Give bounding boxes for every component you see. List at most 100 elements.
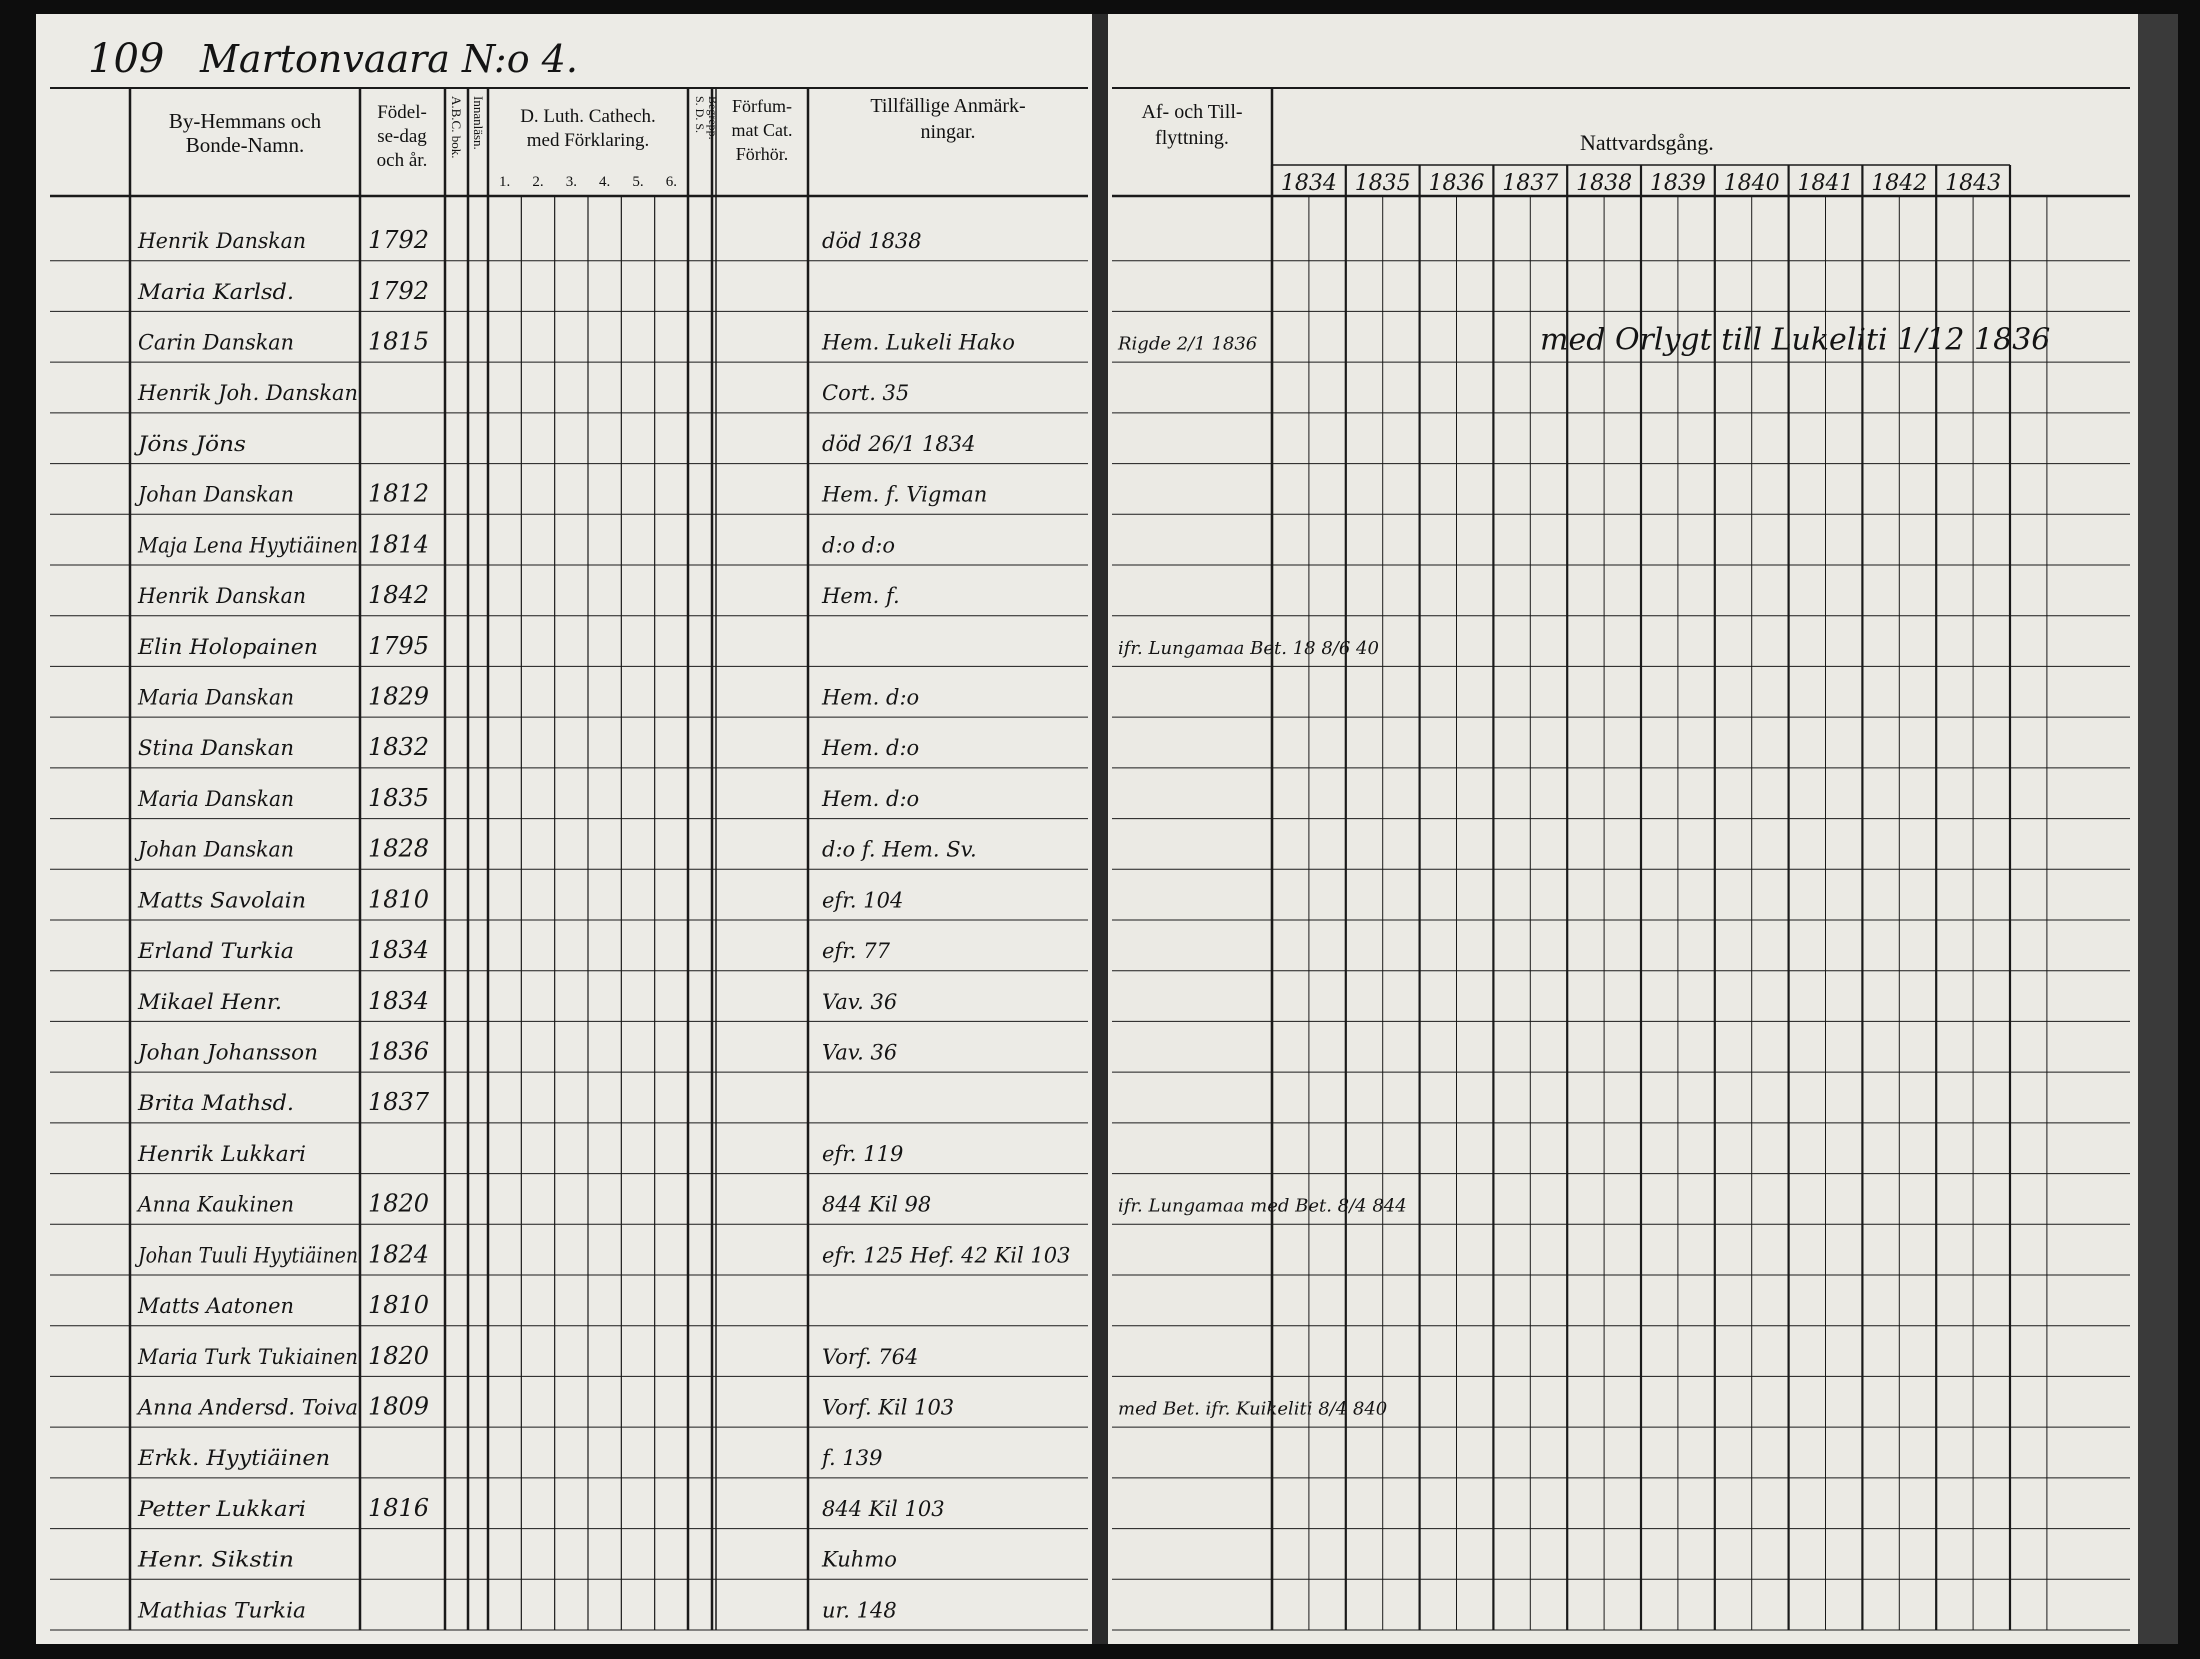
- remark: d:o f. Hem. Sv.: [822, 838, 977, 862]
- birth-year: 1810: [368, 1291, 429, 1319]
- catechism-number: 5.: [632, 174, 643, 190]
- remark: Vorf. 764: [822, 1345, 918, 1369]
- right-page: [1104, 14, 2138, 1644]
- remark: Hem. Lukeli Hako: [821, 330, 1015, 354]
- remark: Hem. d:o: [821, 685, 919, 709]
- annotation: med Orlygt till Lukeliti 1/12 1836: [1540, 322, 2050, 357]
- person-name: Matts Aatonen: [137, 1294, 294, 1318]
- person-name: Henrik Danskan: [137, 584, 306, 608]
- column-header: Af- och Till-: [1141, 101, 1242, 123]
- ruling: [50, 87, 2130, 1631]
- year-label: 1838: [1576, 171, 1632, 196]
- remark: död 1838: [822, 229, 922, 253]
- catechism-number: 3.: [566, 174, 577, 190]
- person-name: Petter Lukkari: [137, 1497, 306, 1521]
- year-label: 1837: [1502, 171, 1558, 196]
- page-number: 109: [88, 36, 164, 82]
- birth-year: 1837: [368, 1088, 430, 1116]
- remark: efr. 104: [822, 888, 903, 912]
- birth-year: 1829: [368, 682, 429, 710]
- remark: Vav. 36: [822, 1040, 897, 1064]
- column-header: flyttning.: [1155, 127, 1229, 149]
- column-header: Innanläsn.: [471, 96, 486, 150]
- birth-year: 1809: [368, 1392, 429, 1420]
- person-name: Johan Tuuli Hyytiäinen: [134, 1243, 358, 1267]
- birth-year: 1795: [368, 632, 429, 660]
- page-edge: [2138, 14, 2178, 1644]
- person-name: Brita Mathsd.: [137, 1091, 294, 1115]
- birth-year: 1820: [368, 1342, 429, 1370]
- birth-year: 1812: [368, 480, 429, 508]
- remark: 844 Kil 103: [822, 1497, 945, 1521]
- person-name: Anna Andersd. Toiva: [136, 1395, 358, 1419]
- column-header: Förhör.: [736, 144, 789, 164]
- column-header: D. Luth. Cathech.: [520, 106, 656, 127]
- person-name: Maria Turk Tukiainen: [137, 1345, 358, 1369]
- column-header: med Förklaring.: [527, 130, 649, 151]
- column-header: A.B.C. bok.: [449, 96, 464, 158]
- remark: Kuhmo: [821, 1548, 897, 1572]
- parish-title: Martonvaara N:o 4.: [199, 37, 578, 81]
- moving-note: med Bet. ifr. Kuikeliti 8/4 840: [1118, 1398, 1387, 1419]
- year-label: 1843: [1945, 171, 2001, 196]
- birth-year: 1828: [368, 835, 429, 863]
- birth-year: 1832: [368, 733, 429, 761]
- remark: Vorf. Kil 103: [822, 1395, 954, 1419]
- person-name: Carin Danskan: [138, 330, 294, 354]
- column-header: Begrepp.: [706, 96, 720, 140]
- column-header: Bonde-Namn.: [186, 133, 304, 157]
- communion-header: Nattvardsgång.: [1580, 130, 1714, 155]
- remark: 844 Kil 98: [822, 1193, 931, 1217]
- person-name: Matts Savolain: [137, 888, 306, 912]
- moving-note: ifr. Lungamaa med Bet. 8/4 844: [1118, 1196, 1407, 1217]
- person-name: Anna Kaukinen: [136, 1193, 294, 1217]
- column-header: Tillfällige Anmärk-: [870, 95, 1025, 117]
- remark: Hem. f. Vigman: [821, 483, 987, 507]
- person-name: Maja Lena Hyytiäinen: [137, 533, 358, 557]
- column-header: mat Cat.: [732, 120, 793, 140]
- remark: efr. 119: [822, 1142, 903, 1166]
- person-name: Henrik Lukkari: [137, 1142, 306, 1166]
- remark: död 26/1 1834: [822, 432, 975, 456]
- remark: Hem. f.: [821, 584, 900, 608]
- birth-year: 1792: [368, 226, 429, 254]
- person-name: Jöns Jöns: [134, 432, 247, 456]
- person-name: Mathias Turkia: [137, 1598, 306, 1622]
- person-name: Henr. Sikstin: [137, 1548, 294, 1572]
- person-name: Erland Turkia: [137, 939, 294, 963]
- remark: ur. 148: [822, 1598, 897, 1622]
- moving-note: ifr. Lungamaa Bet. 18 8/6 40: [1118, 638, 1379, 659]
- column-header: By-Hemmans och: [169, 109, 322, 133]
- birth-year: 1815: [368, 327, 429, 355]
- birth-year: 1834: [368, 987, 429, 1015]
- column-header: se-dag: [377, 126, 427, 147]
- gutter: [1092, 14, 1108, 1644]
- year-label: 1839: [1650, 171, 1706, 196]
- year-label: 1840: [1724, 171, 1780, 196]
- person-name: Maria Karlsd.: [137, 280, 294, 304]
- remark: d:o d:o: [822, 533, 895, 557]
- birth-year: 1824: [368, 1240, 429, 1268]
- column-header: ningar.: [921, 121, 976, 143]
- remark: Vav. 36: [822, 990, 897, 1014]
- person-name: Johan Danskan: [134, 838, 294, 862]
- person-name: Mikael Henr.: [137, 990, 282, 1014]
- catechism-number: 2.: [532, 174, 543, 190]
- remark: f. 139: [820, 1446, 882, 1470]
- column-header: S. D. S.: [693, 96, 707, 133]
- person-name: Henrik Danskan: [137, 229, 306, 253]
- birth-year: 1792: [368, 277, 429, 305]
- birth-year: 1836: [368, 1037, 429, 1065]
- year-label: 1841: [1798, 171, 1854, 196]
- person-name: Henrik Joh. Danskan: [137, 381, 358, 405]
- remark: Hem. d:o: [821, 787, 919, 811]
- birth-year: 1814: [368, 530, 429, 558]
- column-header: Födel-: [377, 102, 427, 123]
- person-name: Johan Johansson: [134, 1040, 318, 1064]
- left-page: [36, 14, 1098, 1644]
- birth-year: 1820: [368, 1190, 429, 1218]
- column-header: och år.: [377, 150, 428, 171]
- catechism-number: 4.: [599, 174, 610, 190]
